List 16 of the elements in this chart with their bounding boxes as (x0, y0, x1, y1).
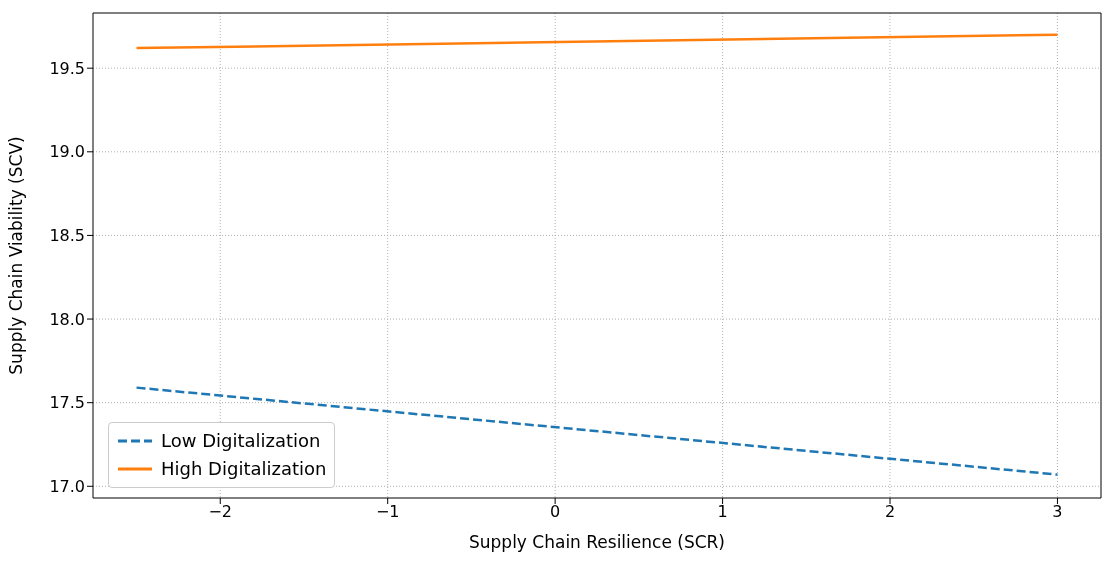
legend-label: High Digitalization (161, 457, 327, 481)
y-axis-title: Supply Chain Viability (SCV) (6, 136, 27, 375)
legend-label: Low Digitalization (161, 429, 321, 453)
y-tick-label: 18.0 (49, 309, 85, 329)
x-tick-label: −2 (208, 502, 233, 522)
x-tick-label: 1 (717, 502, 728, 522)
y-tick-label: 19.0 (49, 142, 85, 162)
x-tick-label: −1 (375, 502, 400, 522)
y-tick-label: 19.5 (49, 58, 85, 78)
x-axis-title: Supply Chain Resilience (SCR) (468, 532, 726, 552)
y-tick-label: 17.5 (49, 393, 85, 413)
y-tick-label: 18.5 (49, 226, 85, 246)
y-tick-label: 17.0 (49, 476, 85, 496)
x-tick-label: 0 (550, 502, 561, 522)
x-tick-label: 3 (1052, 502, 1063, 522)
x-tick-label: 2 (884, 502, 896, 522)
